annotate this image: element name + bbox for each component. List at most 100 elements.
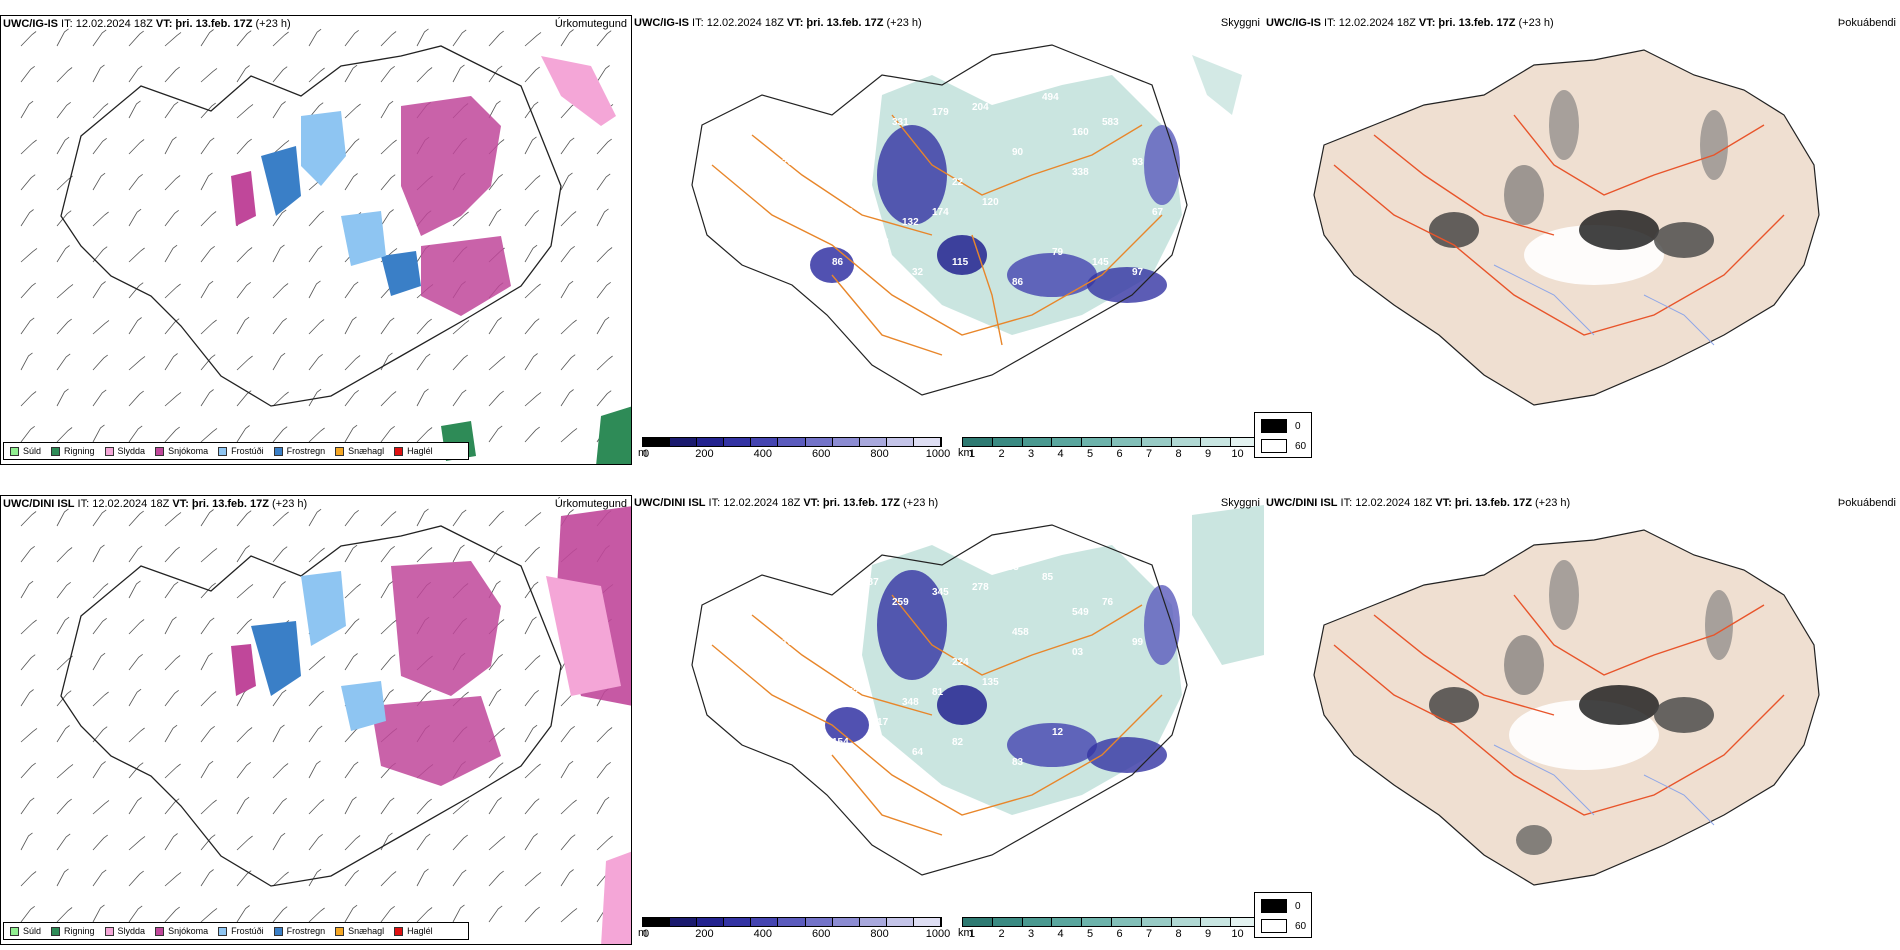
wind-barb [164, 724, 178, 743]
wind-barb [452, 29, 467, 47]
wind-barb [344, 355, 361, 371]
panel-header: UWC/IG-IS IT: 12.02.2024 18Z VT: þri. 13… [634, 17, 922, 29]
wind-barb [128, 510, 144, 527]
wind-barb [200, 68, 218, 83]
wind-barb [200, 834, 216, 851]
wind-barb [56, 581, 71, 599]
colorbar-segment [1082, 438, 1112, 446]
wind-barb [92, 834, 108, 851]
wind-barb [128, 356, 146, 371]
cloud-base-label: 12 [1052, 727, 1064, 738]
wind-barb [20, 545, 35, 563]
colorbar-km [962, 437, 1262, 447]
wind-barb [488, 545, 503, 563]
wind-barb [272, 689, 287, 707]
cloud-base-label: 133 [1002, 562, 1019, 573]
colorbar-segment [805, 918, 833, 926]
wind-barb [200, 799, 217, 815]
cloud-base-label: 152 [842, 687, 859, 698]
cloud-base-labels: 260 109 122 331 179 204 323 494 160 583 93 338 90 120… [782, 82, 1164, 288]
wind-barb [56, 101, 71, 119]
wind-barb [92, 904, 105, 923]
legend-swatch [104, 926, 114, 936]
wind-barb [344, 509, 359, 527]
wind-barb [200, 354, 216, 371]
fog-legend: 0 60 [1254, 412, 1312, 458]
colorbar-tick: 4 [1057, 928, 1064, 940]
wind-barb [56, 284, 74, 299]
wind-barb [164, 353, 178, 371]
colorbar-tick: 1000 [925, 448, 951, 460]
visibility-map-top: 260 109 122 331 179 204 323 494 160 583 93 338 90 120… [632, 15, 1264, 465]
wind-barb [272, 906, 288, 923]
wind-barb [308, 67, 325, 83]
wind-barb [488, 836, 506, 851]
wind-barb [128, 545, 143, 563]
wind-barb [524, 872, 542, 887]
wind-barb [560, 29, 574, 47]
wind-barb [20, 511, 37, 527]
wind-barb [92, 761, 106, 779]
colorbar-segment [1201, 438, 1232, 446]
cloud-base-label: 145 [1092, 257, 1109, 268]
colorbar-unit: km [958, 927, 973, 939]
wind-barb [380, 65, 395, 83]
wind-barb [308, 907, 325, 923]
colorbar-tick: 4 [1057, 448, 1064, 460]
wind-barb [164, 872, 182, 887]
wind-barb [488, 65, 503, 83]
legend-swatch [155, 446, 165, 456]
colorbar-segment [1111, 438, 1142, 446]
legend-swatch [10, 446, 19, 456]
wind-barb [452, 834, 468, 851]
colorbar-segment [832, 438, 860, 446]
colorbar-tick: 2 [998, 928, 1005, 940]
wind-barb [524, 798, 540, 815]
iceland-coastline [60, 45, 562, 407]
wind-barb [308, 799, 325, 815]
colorbar-m [642, 917, 942, 927]
wind-barbs [20, 28, 614, 443]
wind-barb [92, 544, 105, 563]
wind-barb [272, 546, 288, 563]
colorbar-tick: 1000 [925, 928, 951, 940]
legend-label: Rigning [64, 446, 95, 456]
wind-barb [416, 353, 431, 371]
wind-barb [164, 209, 179, 227]
wind-barb [416, 833, 431, 851]
wind-barb [200, 428, 218, 443]
colorbar-tick: 600 [812, 928, 831, 940]
cloud-base-label: 174 [932, 207, 949, 218]
wind-barb [128, 836, 146, 851]
wind-barb [344, 653, 358, 671]
wind-barb [128, 173, 143, 191]
cloud-base-label: 458 [1012, 627, 1029, 638]
wind-barb [200, 211, 217, 227]
wind-barb [560, 172, 573, 191]
wind-barb [236, 796, 250, 815]
wind-barb [20, 139, 37, 155]
wind-barb [344, 103, 361, 119]
colorbar-tick: 600 [812, 448, 831, 460]
precip-map-svg [20, 28, 631, 464]
wind-barb [20, 689, 34, 707]
wind-barb [200, 869, 214, 887]
wind-barb [164, 581, 179, 599]
wind-barb [596, 835, 613, 851]
wind-barb [344, 138, 360, 155]
wind-barb [200, 102, 216, 119]
wind-barb [380, 31, 397, 47]
colorbar-segment [886, 438, 914, 446]
wind-barb [272, 283, 289, 299]
wind-barb [92, 246, 108, 263]
wind-barb [236, 247, 253, 263]
wind-barb [596, 316, 610, 335]
wind-barb [236, 545, 250, 563]
legend-swatch [218, 926, 228, 936]
wind-barb [380, 425, 395, 443]
wind-barb [488, 317, 502, 335]
panel-header: UWC/DINI ISL IT: 12.02.2024 18Z VT: þri.… [1266, 497, 1571, 509]
wind-barb [524, 32, 542, 47]
wind-barb [272, 581, 286, 599]
wind-barb [344, 796, 357, 815]
